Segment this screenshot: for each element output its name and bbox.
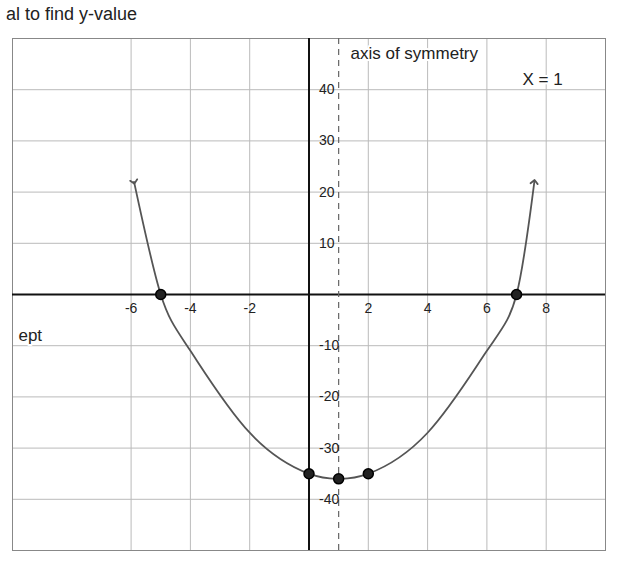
svg-text:6: 6 — [483, 300, 491, 316]
svg-text:axis of symmetry: axis of symmetry — [351, 44, 479, 63]
svg-text:8: 8 — [542, 300, 550, 316]
svg-text:-4: -4 — [184, 300, 197, 316]
svg-text:-20: -20 — [319, 388, 339, 404]
svg-text:20: 20 — [319, 184, 335, 200]
svg-text:2: 2 — [364, 300, 372, 316]
svg-text:10: 10 — [319, 235, 335, 251]
svg-text:ept: ept — [18, 326, 42, 345]
svg-text:4: 4 — [424, 300, 432, 316]
svg-text:X = 1: X = 1 — [522, 70, 562, 89]
svg-text:40: 40 — [319, 81, 335, 97]
svg-text:-6: -6 — [125, 300, 138, 316]
svg-text:-30: -30 — [319, 440, 339, 456]
svg-text:30: 30 — [319, 132, 335, 148]
svg-text:-40: -40 — [319, 491, 339, 507]
svg-text:-2: -2 — [243, 300, 256, 316]
html-text:al to find y-value: al to find y-value — [6, 4, 138, 24]
svg-text:-10: -10 — [319, 337, 339, 353]
